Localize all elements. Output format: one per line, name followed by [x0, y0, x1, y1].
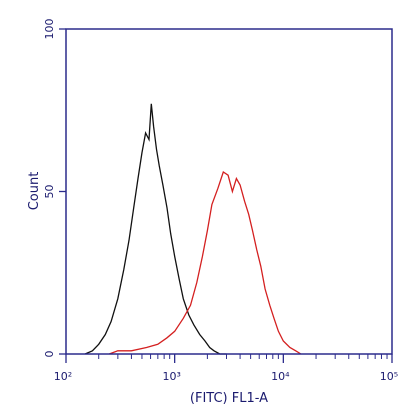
y-tick-label: 0 — [43, 351, 56, 358]
x-tick-label: 10³ — [162, 370, 180, 383]
histogram-series-2 — [108, 170, 302, 355]
x-tick-label: 10² — [54, 370, 72, 383]
axes-layer: 10² 10³ 10⁴ 10⁵ 0 50 100 — [43, 19, 398, 384]
histogram-series-1 — [84, 103, 227, 355]
x-tick-label: 10⁴ — [271, 370, 290, 383]
y-axis-title: Count — [27, 172, 42, 211]
plot-layer — [84, 103, 302, 355]
plot-frame — [65, 28, 393, 355]
y-tick-label: 100 — [43, 19, 56, 40]
x-tick-label: 10⁵ — [380, 370, 398, 383]
x-axis-title: (FITC) FL1-A — [190, 391, 268, 406]
y-tick-label: 50 — [43, 185, 56, 199]
